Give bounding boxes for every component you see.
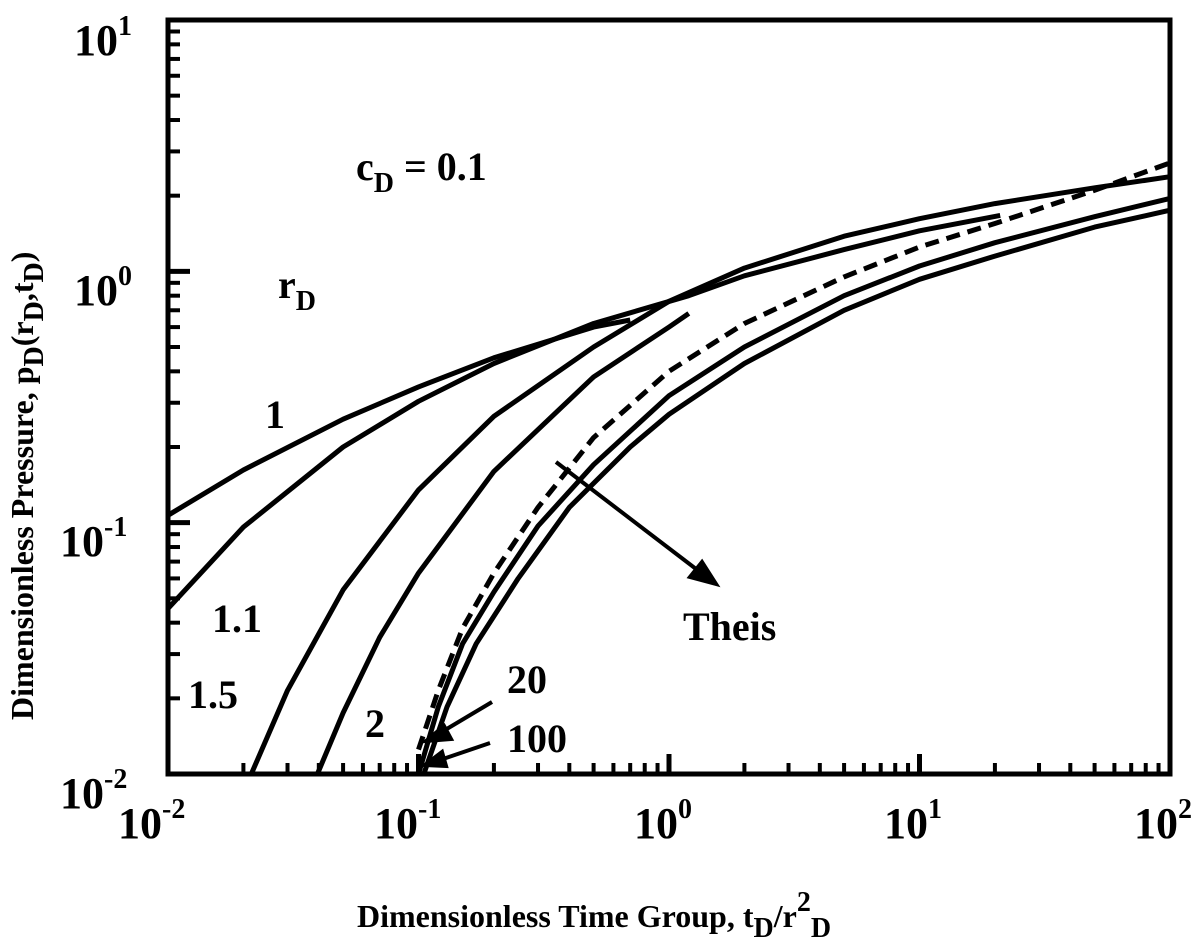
curve-label-100: 100 xyxy=(507,716,567,761)
x-tick-label: 101 xyxy=(884,794,942,848)
curve-label-1: 1 xyxy=(265,392,285,437)
x-tick-label: 10-1 xyxy=(374,794,441,848)
series-line-theis xyxy=(416,160,1171,751)
y-tick-label: 10-1 xyxy=(60,512,127,566)
series-line-1 xyxy=(166,317,631,518)
x-tick-label: 10-2 xyxy=(118,794,185,848)
arrow-20 xyxy=(438,700,494,735)
arrows xyxy=(419,460,721,769)
arrowhead-20 xyxy=(419,722,455,744)
curve-label-1.1: 1.1 xyxy=(212,596,262,641)
theis-label: Theis xyxy=(683,604,776,649)
x-tick-label: 102 xyxy=(1134,794,1192,848)
curve-label-2: 2 xyxy=(365,701,385,746)
y-tick-label: 101 xyxy=(74,11,132,65)
rd-header: rD xyxy=(278,262,316,317)
series-line-100 xyxy=(421,207,1171,775)
curve-label-20: 20 xyxy=(507,657,547,702)
arrowhead-100 xyxy=(419,748,449,769)
x-axis-title: Dimensionless Time Group, tD/r2D xyxy=(357,887,831,944)
theis-arrow xyxy=(554,460,702,574)
y-axis-title: Dimensionless Pressure, pD(rD,tD) xyxy=(4,252,50,720)
series-line-1.5 xyxy=(249,174,1171,775)
y-tick-label: 10-2 xyxy=(60,764,127,818)
series-line-20 xyxy=(416,195,1171,775)
series-line-2 xyxy=(315,311,691,775)
theis-arrowhead xyxy=(686,558,721,588)
x-tick-label: 100 xyxy=(634,794,692,848)
axis-ticks xyxy=(168,29,1161,774)
y-tick-label: 100 xyxy=(74,261,132,315)
parameter-label: cD = 0.1 xyxy=(356,144,487,199)
series-line-1.1 xyxy=(166,212,1001,611)
curves xyxy=(166,160,1171,775)
arrow-100 xyxy=(439,741,491,762)
curve-label-1.5: 1.5 xyxy=(188,672,238,717)
